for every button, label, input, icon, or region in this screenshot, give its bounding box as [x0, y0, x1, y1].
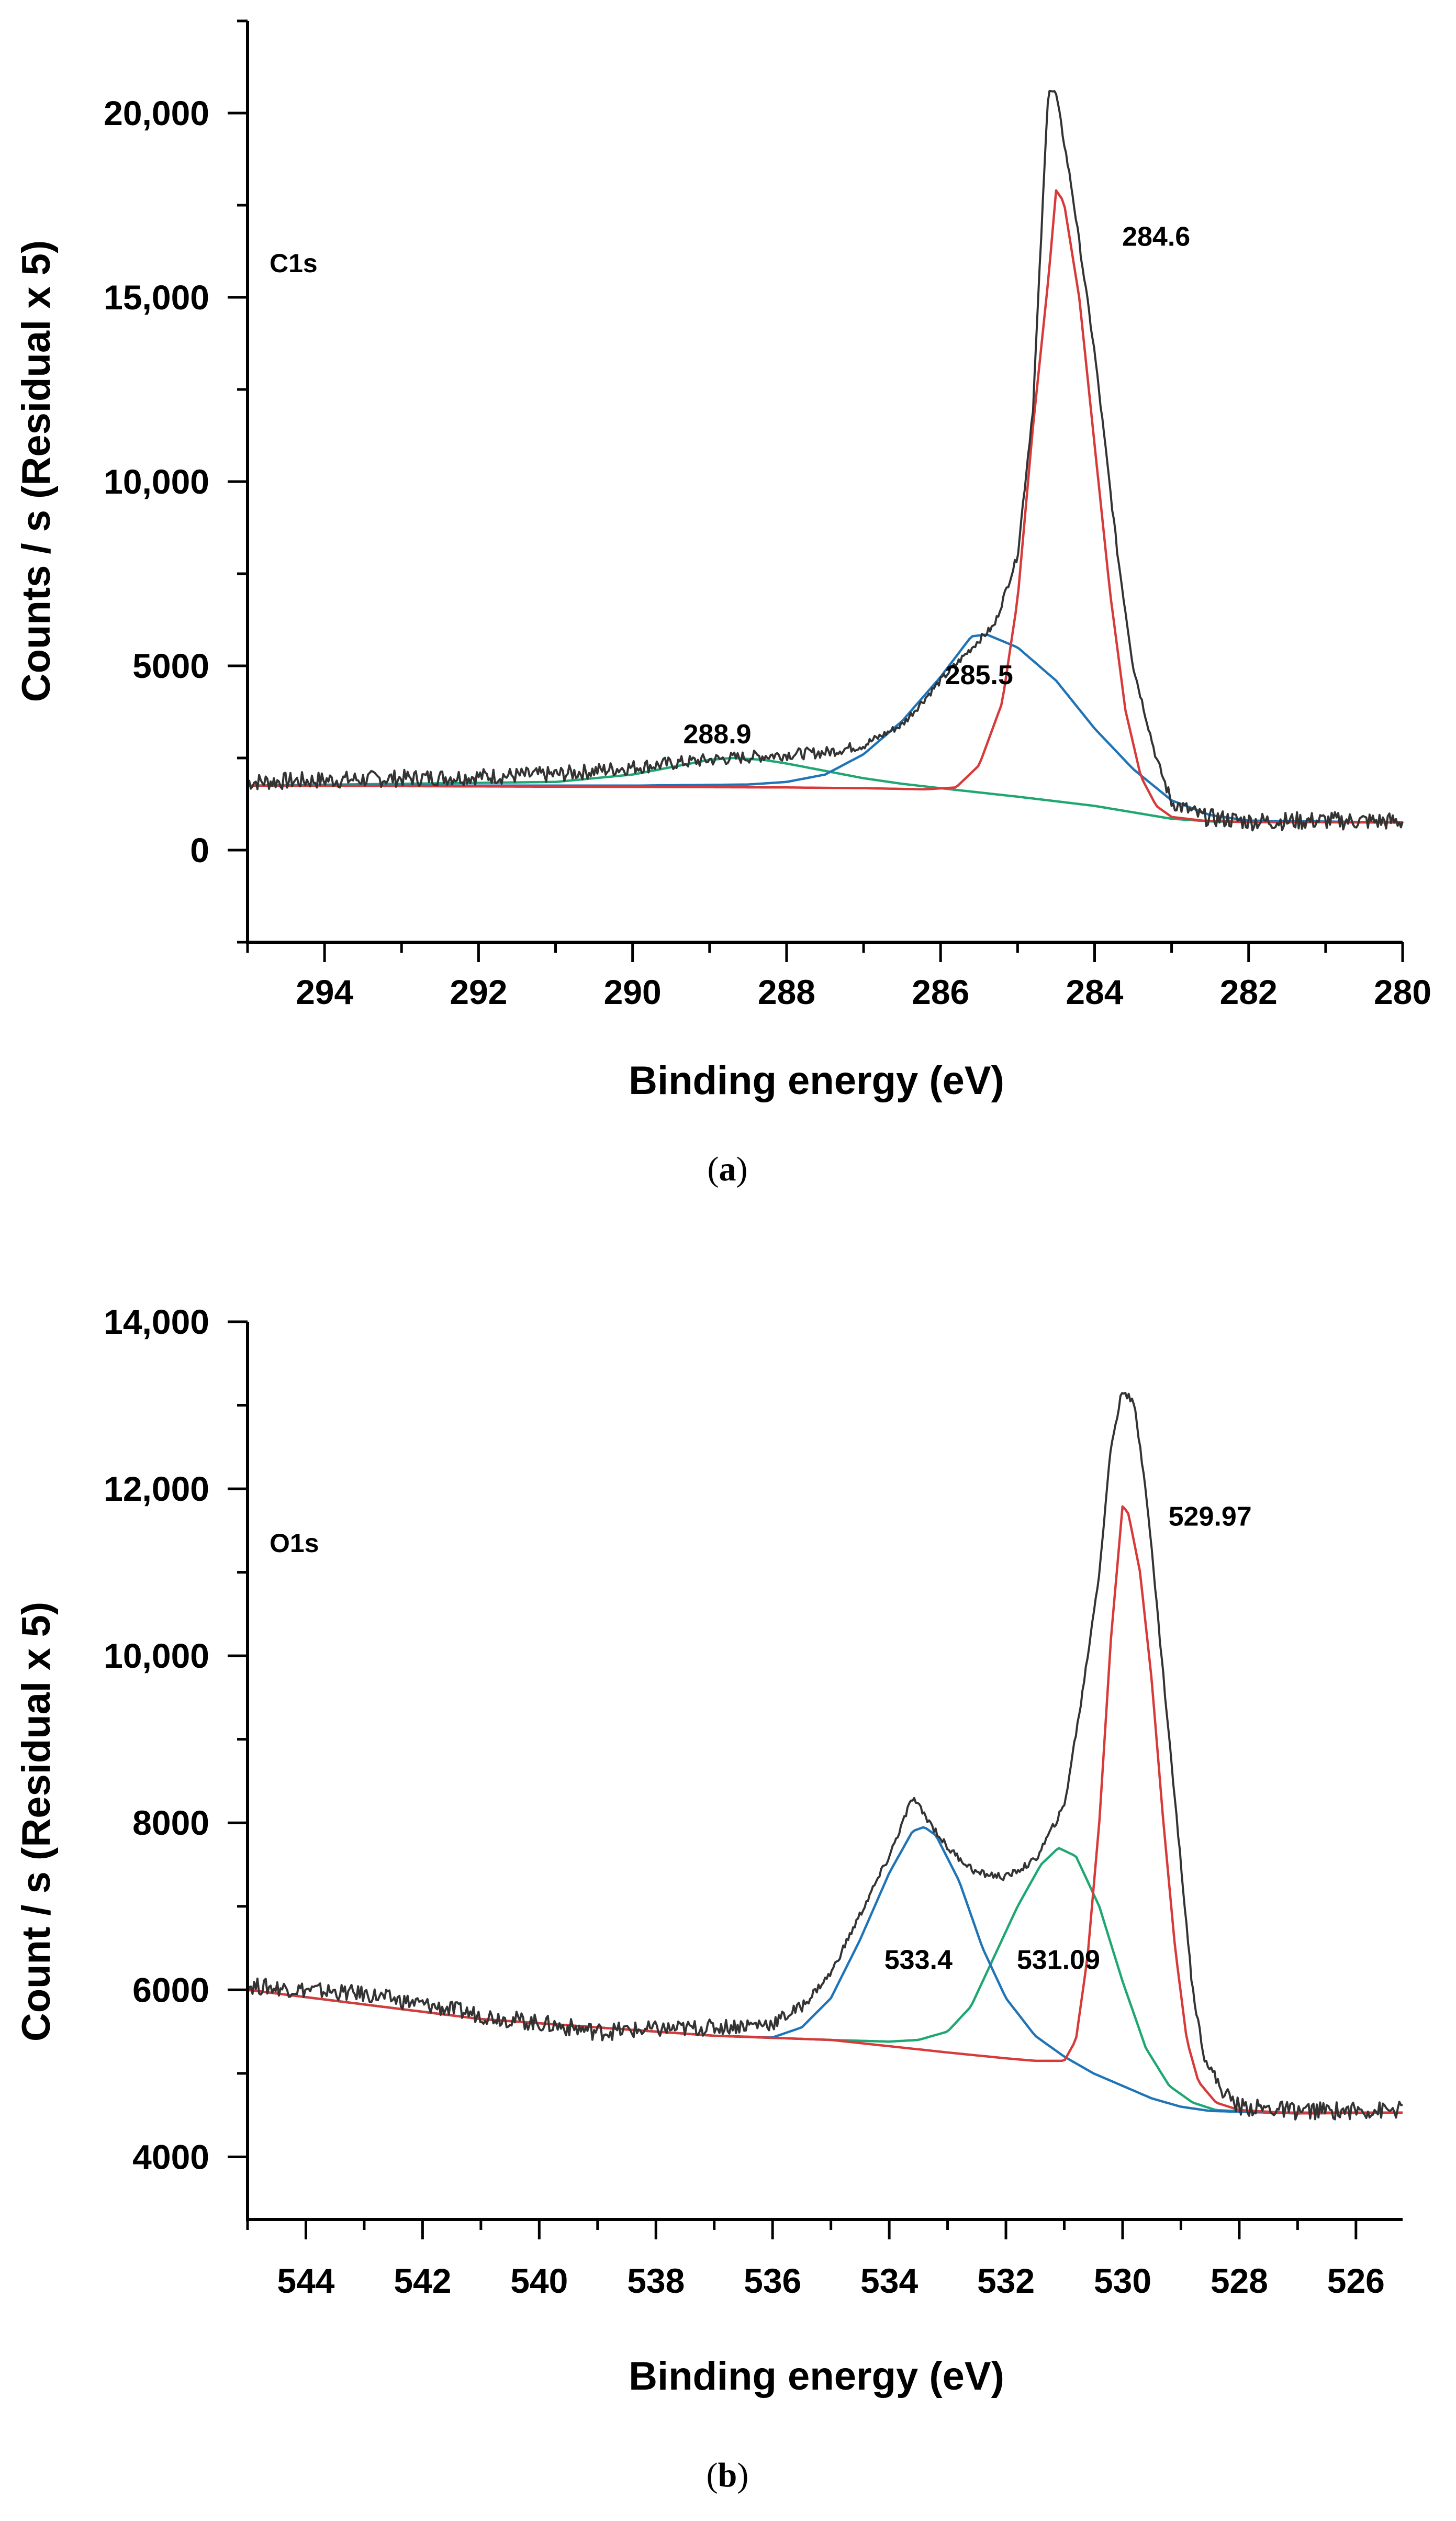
panel-b-y-tick-label: 10,000	[104, 1636, 209, 1675]
panel-a-annotation-285-5: 285.5	[945, 660, 1013, 690]
panel-b-x-tick-label: 528	[1211, 2261, 1268, 2300]
panel-b-x-axis-title: Binding energy (eV)	[629, 2354, 1004, 2399]
panel-b-y-tick-label: 14,000	[104, 1302, 209, 1341]
panel-a-x-tick-label: 292	[450, 973, 507, 1011]
panel-b-x-tick-label: 538	[627, 2261, 685, 2300]
panel-a-x-tick-label: 280	[1374, 973, 1431, 1011]
panel-b-y-tick-label: 4000	[132, 2137, 209, 2176]
panel-a-x-tick-label: 282	[1220, 973, 1278, 1011]
panel-b-ticks: 544 542 540 538 536 534 532 530 528 526 4000 6000 80…	[104, 1302, 1385, 2300]
panel-b-series-envelope	[247, 1391, 1403, 2121]
panel-a-y-tick-label: 10,000	[104, 462, 209, 501]
panel-b-x-tick-label: 534	[860, 2261, 918, 2300]
panel-b-y-tick-label: 12,000	[104, 1469, 209, 1508]
panel-b-x-tick-label: 530	[1094, 2261, 1151, 2300]
panel-a-series-285-5	[248, 633, 1403, 824]
panel-b-y-axis-title: Count / s (Residual x 5)	[14, 1602, 59, 2042]
panel-b-x-tick-label: 526	[1327, 2261, 1385, 2300]
panel-b-annotation-529-97: 529.97	[1169, 1501, 1252, 1532]
panel-b-panel-label: O1s	[270, 1529, 319, 1558]
panel-a-caption: (a)	[708, 1150, 748, 1188]
panel-a-y-tick-label: 0	[190, 831, 209, 869]
panel-b-series-533-4	[247, 1826, 1403, 2115]
panel-a-caption-letter: a	[719, 1150, 736, 1188]
panel-b-caption: (b)	[707, 2456, 749, 2494]
panel-a-series-284-6	[248, 189, 1403, 824]
panel-a-annotations: 284.6 285.5 288.9	[683, 221, 1190, 749]
panel-a-x-tick-label: 284	[1066, 973, 1123, 1011]
panel-b-series-529-97	[247, 1505, 1403, 2115]
panel-b-annotations: 529.97 533.4 531.09	[884, 1501, 1252, 1975]
panel-b-chart: 544 542 540 538 536 534 532 530 528 526 4000 6000 80…	[14, 1302, 1403, 2494]
panel-a-ticks: 294 292 290 288 286 284 282 280 0 5000 10,000 15,00…	[104, 19, 1431, 1011]
panel-b-x-tick-label: 532	[977, 2261, 1035, 2300]
panel-b-x-tick-label: 542	[394, 2261, 451, 2300]
panel-b-curves	[247, 1391, 1403, 2121]
panel-a-chart: 294 292 290 288 286 284 282 280 0 5000 10,000 15,00…	[14, 19, 1431, 1188]
panel-b-axes	[246, 1322, 1403, 2221]
panel-a-series-288-9	[247, 756, 1403, 824]
panel-b-annotation-533-4: 533.4	[884, 1945, 953, 1975]
panel-b-y-tick-label: 8000	[132, 1803, 209, 1842]
panel-a-y-tick-label: 5000	[132, 646, 209, 685]
panel-a-series-envelope	[247, 90, 1404, 832]
panel-a-annotation-284-6: 284.6	[1122, 221, 1190, 252]
panel-a-x-axis-title: Binding energy (eV)	[629, 1058, 1004, 1103]
panel-a-x-tick-label: 294	[296, 973, 353, 1011]
panel-a-y-axis-title: Counts / s (Residual x 5)	[14, 240, 59, 702]
panel-a-x-tick-label: 288	[758, 973, 815, 1011]
panel-b-x-tick-label: 536	[744, 2261, 801, 2300]
panel-a-x-tick-label: 286	[912, 973, 969, 1011]
panel-b-x-tick-label: 540	[510, 2261, 568, 2300]
panel-a-y-tick-label: 20,000	[104, 94, 209, 132]
panel-b-x-tick-label: 544	[277, 2261, 334, 2300]
panel-b-y-tick-label: 6000	[132, 1970, 209, 2009]
panel-a-axes	[246, 21, 1403, 944]
panel-a-y-tick-label: 15,000	[104, 278, 209, 317]
panel-b-annotation-531-09: 531.09	[1017, 1945, 1100, 1975]
panel-b-caption-letter: b	[718, 2456, 737, 2494]
panel-a-panel-label: C1s	[270, 249, 318, 278]
panel-a-x-tick-label: 290	[604, 973, 662, 1011]
panel-a-curves	[247, 90, 1404, 832]
panel-a-annotation-288-9: 288.9	[683, 719, 751, 750]
